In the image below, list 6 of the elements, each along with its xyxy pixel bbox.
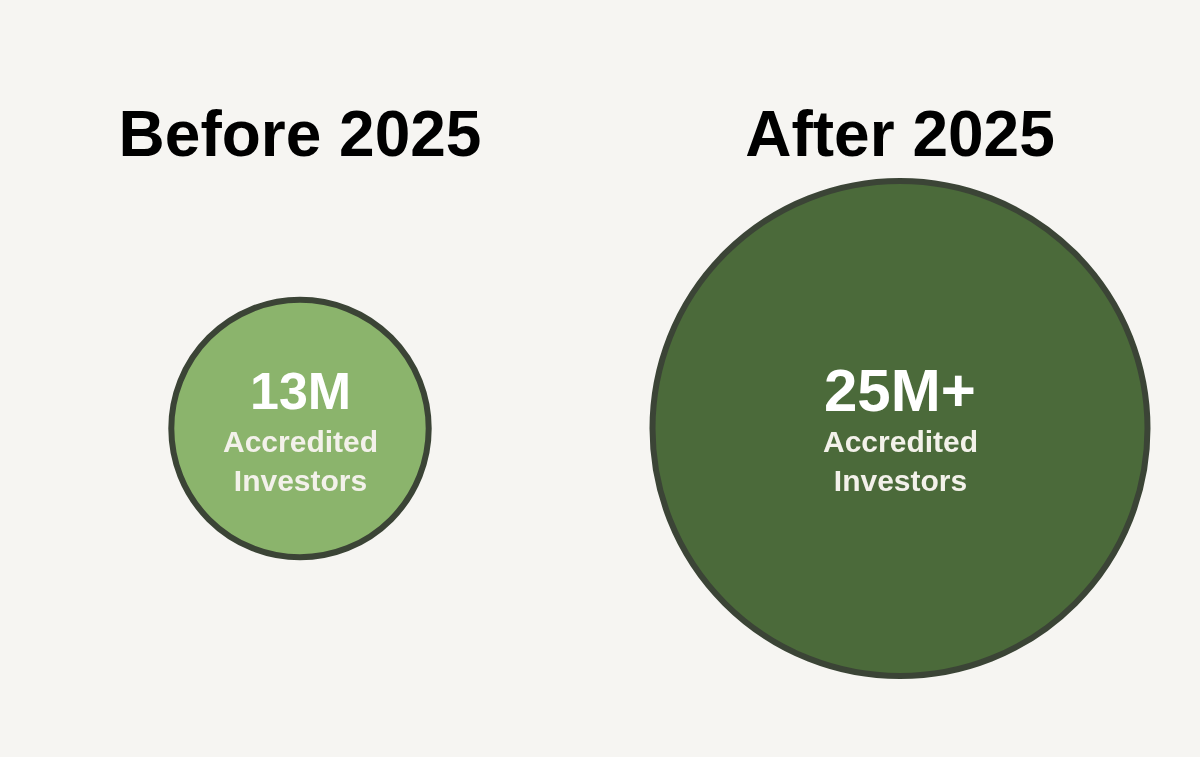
data-label: 25M+ bbox=[824, 357, 976, 424]
category-label: Before 2025 bbox=[118, 98, 482, 171]
text: Accredited Investors bbox=[223, 425, 379, 497]
data-label: 13M bbox=[250, 362, 352, 420]
category-label: After 2025 bbox=[745, 98, 1055, 171]
text: Accredited Investors bbox=[823, 425, 979, 497]
